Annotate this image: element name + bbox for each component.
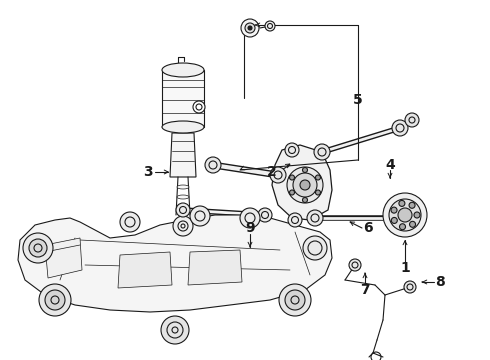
Circle shape [398,208,412,222]
Text: 9: 9 [245,221,255,235]
Circle shape [307,210,323,226]
Circle shape [391,207,397,213]
Circle shape [248,26,252,30]
Text: 5: 5 [353,93,363,107]
Circle shape [290,175,294,180]
Text: 3: 3 [143,165,153,179]
Circle shape [39,284,71,316]
Text: 8: 8 [435,275,445,289]
Circle shape [240,208,260,228]
Polygon shape [162,70,204,127]
Circle shape [383,193,427,237]
Circle shape [303,236,327,260]
Circle shape [245,23,255,33]
Text: 2: 2 [267,165,277,179]
Circle shape [314,144,330,160]
Polygon shape [118,252,172,288]
Circle shape [193,101,205,113]
Polygon shape [272,145,332,220]
Circle shape [161,316,189,344]
Circle shape [265,21,275,31]
Circle shape [410,221,416,227]
Circle shape [190,206,210,226]
Circle shape [409,202,415,208]
Circle shape [399,201,405,206]
Circle shape [23,233,53,263]
Circle shape [176,203,190,217]
Circle shape [285,143,299,157]
Circle shape [405,113,419,127]
Circle shape [45,290,65,310]
Circle shape [302,198,308,202]
Circle shape [349,259,361,271]
Text: 7: 7 [360,283,370,297]
Circle shape [279,284,311,316]
Text: 4: 4 [385,158,395,172]
Polygon shape [170,133,196,177]
Circle shape [288,213,302,227]
Circle shape [399,224,406,230]
Circle shape [404,281,416,293]
Ellipse shape [162,121,204,133]
Polygon shape [18,215,332,312]
Ellipse shape [162,63,204,77]
Polygon shape [45,238,82,278]
Circle shape [392,120,408,136]
Circle shape [389,199,421,231]
Circle shape [241,19,259,37]
Circle shape [173,216,193,236]
Ellipse shape [177,195,189,199]
Circle shape [270,167,286,183]
Circle shape [29,239,47,257]
Text: 6: 6 [363,221,373,235]
Circle shape [388,211,402,225]
Circle shape [205,157,221,173]
Circle shape [302,167,308,172]
Circle shape [300,180,310,190]
Circle shape [414,212,420,218]
Circle shape [285,290,305,310]
Circle shape [316,175,320,180]
Circle shape [120,212,140,232]
Circle shape [290,190,294,195]
Polygon shape [188,250,242,285]
Ellipse shape [177,185,189,189]
Circle shape [392,217,397,224]
Text: 1: 1 [400,261,410,275]
Circle shape [287,167,323,203]
Circle shape [293,173,317,197]
Circle shape [258,208,272,222]
Circle shape [316,190,320,195]
